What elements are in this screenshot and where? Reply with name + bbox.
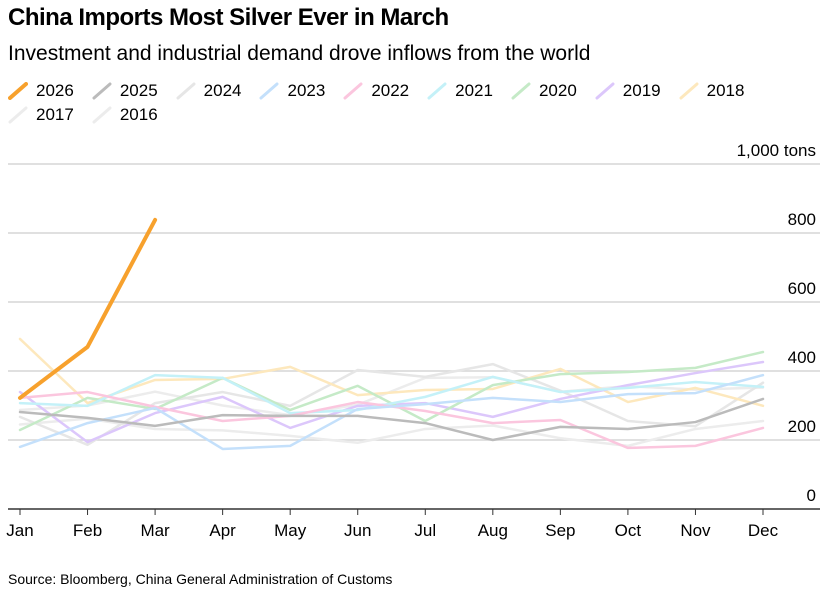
x-tick-label: Jun <box>344 521 371 540</box>
legend-item-2020: 2020 <box>511 80 577 102</box>
series-line-2016 <box>18 417 765 448</box>
legend: 2026 2025 2024 2023 2022 2021 2020 2019 2018 2017… <box>8 80 828 126</box>
x-tick-label: Jan <box>6 521 33 540</box>
legend-label: 2026 <box>36 81 74 100</box>
legend-swatch-icon <box>259 82 279 100</box>
legend-label: 2022 <box>371 81 410 100</box>
legend-item-2023: 2023 <box>259 80 325 102</box>
legend-swatch-icon <box>8 82 28 100</box>
y-tick-label: 0 <box>807 486 816 505</box>
legend-swatch-icon <box>343 82 363 100</box>
y-tick-label: 800 <box>788 210 816 229</box>
series-line-2021 <box>18 373 765 415</box>
legend-swatch-icon <box>595 82 615 100</box>
legend-label: 2024 <box>203 81 242 100</box>
x-tick-label: Nov <box>680 521 711 540</box>
y-tick-label: 600 <box>788 279 816 298</box>
x-tick-label: May <box>274 521 307 540</box>
legend-item-2026: 2026 <box>8 80 74 102</box>
y-tick-label: 400 <box>788 348 816 367</box>
x-tick-label: Feb <box>73 521 102 540</box>
legend-swatch-icon <box>8 106 28 124</box>
legend-label: 2019 <box>622 81 661 100</box>
legend-swatch-icon <box>679 82 699 100</box>
legend-item-2019: 2019 <box>595 80 661 102</box>
legend-item-2016: 2016 <box>92 104 158 126</box>
x-tick-label: Jul <box>414 521 436 540</box>
series-line-2023 <box>18 373 765 451</box>
legend-label: 2025 <box>119 81 158 100</box>
legend-item-2024: 2024 <box>176 80 242 102</box>
legend-label: 2016 <box>119 105 158 124</box>
legend-swatch-icon <box>92 82 112 100</box>
legend-item-2017: 2017 <box>8 104 74 126</box>
legend-item-2025: 2025 <box>92 80 158 102</box>
x-tick-label: Oct <box>615 521 642 540</box>
legend-swatch-icon <box>176 82 196 100</box>
x-tick-label: Aug <box>478 521 508 540</box>
legend-label: 2020 <box>538 81 577 100</box>
legend-swatch-icon <box>92 106 112 124</box>
plot-area: 0 200 400 600 800 1,000 tons Jan Feb Mar Apr May Ju… <box>6 141 820 540</box>
x-tick-label: Apr <box>209 521 236 540</box>
x-tick-label: Dec <box>748 521 779 540</box>
legend-label: 2018 <box>706 81 745 100</box>
x-tick-label: Sep <box>545 521 575 540</box>
chart-title: China Imports Most Silver Ever in March <box>8 4 449 31</box>
legend-swatch-icon <box>427 82 447 100</box>
legend-swatch-icon <box>511 82 531 100</box>
y-tick-label: 1,000 tons <box>737 141 816 160</box>
chart-subtitle: Investment and industrial demand drove i… <box>8 42 591 65</box>
legend-label: 2017 <box>36 105 74 124</box>
series-line-2025 <box>18 397 765 442</box>
series-line-2018 <box>18 337 765 408</box>
legend-label: 2023 <box>287 81 326 100</box>
series-line-2026 <box>18 217 158 400</box>
source-note: Source: Bloomberg, China General Adminis… <box>8 571 393 587</box>
x-tick-label: Mar <box>140 521 170 540</box>
legend-item-2022: 2022 <box>343 80 409 102</box>
legend-item-2018: 2018 <box>679 80 745 102</box>
y-tick-label: 200 <box>788 417 816 436</box>
legend-item-2021: 2021 <box>427 80 493 102</box>
legend-label: 2021 <box>455 81 493 100</box>
